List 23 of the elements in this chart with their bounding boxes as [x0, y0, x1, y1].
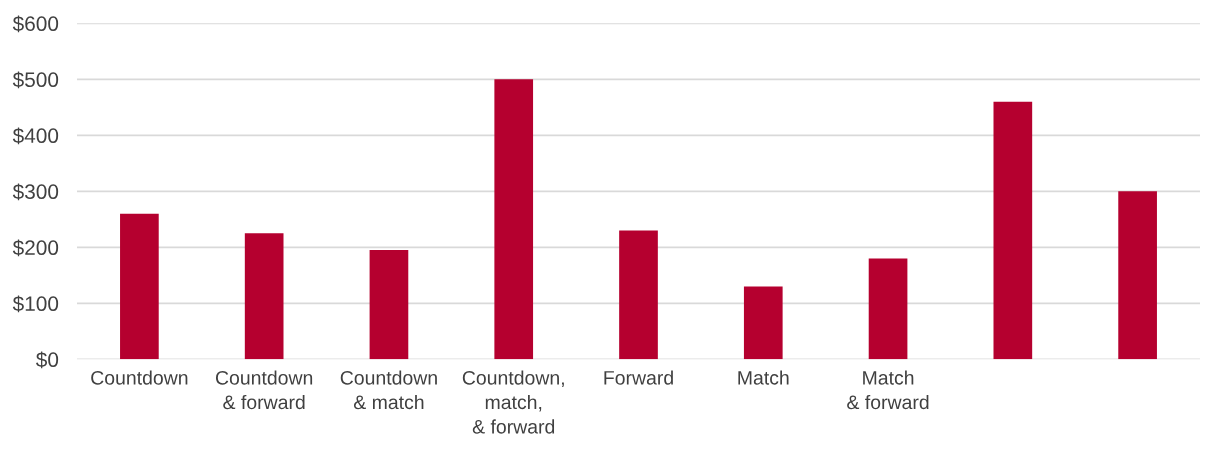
y-tick-label: $400	[12, 127, 59, 145]
bar	[494, 79, 534, 360]
x-tick-label: Match & forward	[847, 370, 929, 410]
y-tick-label: $200	[12, 239, 59, 257]
x-tick-label: Countdown, match, & forward	[462, 370, 564, 434]
bar	[369, 250, 409, 360]
x-tick-label: Countdown & forward	[215, 370, 313, 410]
y-tick-label: $600	[12, 15, 59, 33]
x-tick-label: Match	[738, 370, 789, 385]
bar	[244, 233, 284, 360]
y-tick-label: $0	[36, 351, 59, 369]
bar	[993, 101, 1033, 360]
bar	[120, 213, 159, 360]
x-tick-label: Forward	[604, 370, 673, 385]
x-tick-label: Countdown	[91, 370, 188, 385]
bar	[868, 258, 908, 360]
bar	[743, 286, 783, 360]
y-tick-label: $500	[12, 71, 59, 89]
y-tick-label: $100	[12, 295, 59, 313]
bar	[1118, 191, 1157, 360]
y-tick-label: $300	[12, 183, 59, 201]
bar	[619, 230, 658, 360]
x-tick-label: Countdown & match	[340, 370, 437, 410]
